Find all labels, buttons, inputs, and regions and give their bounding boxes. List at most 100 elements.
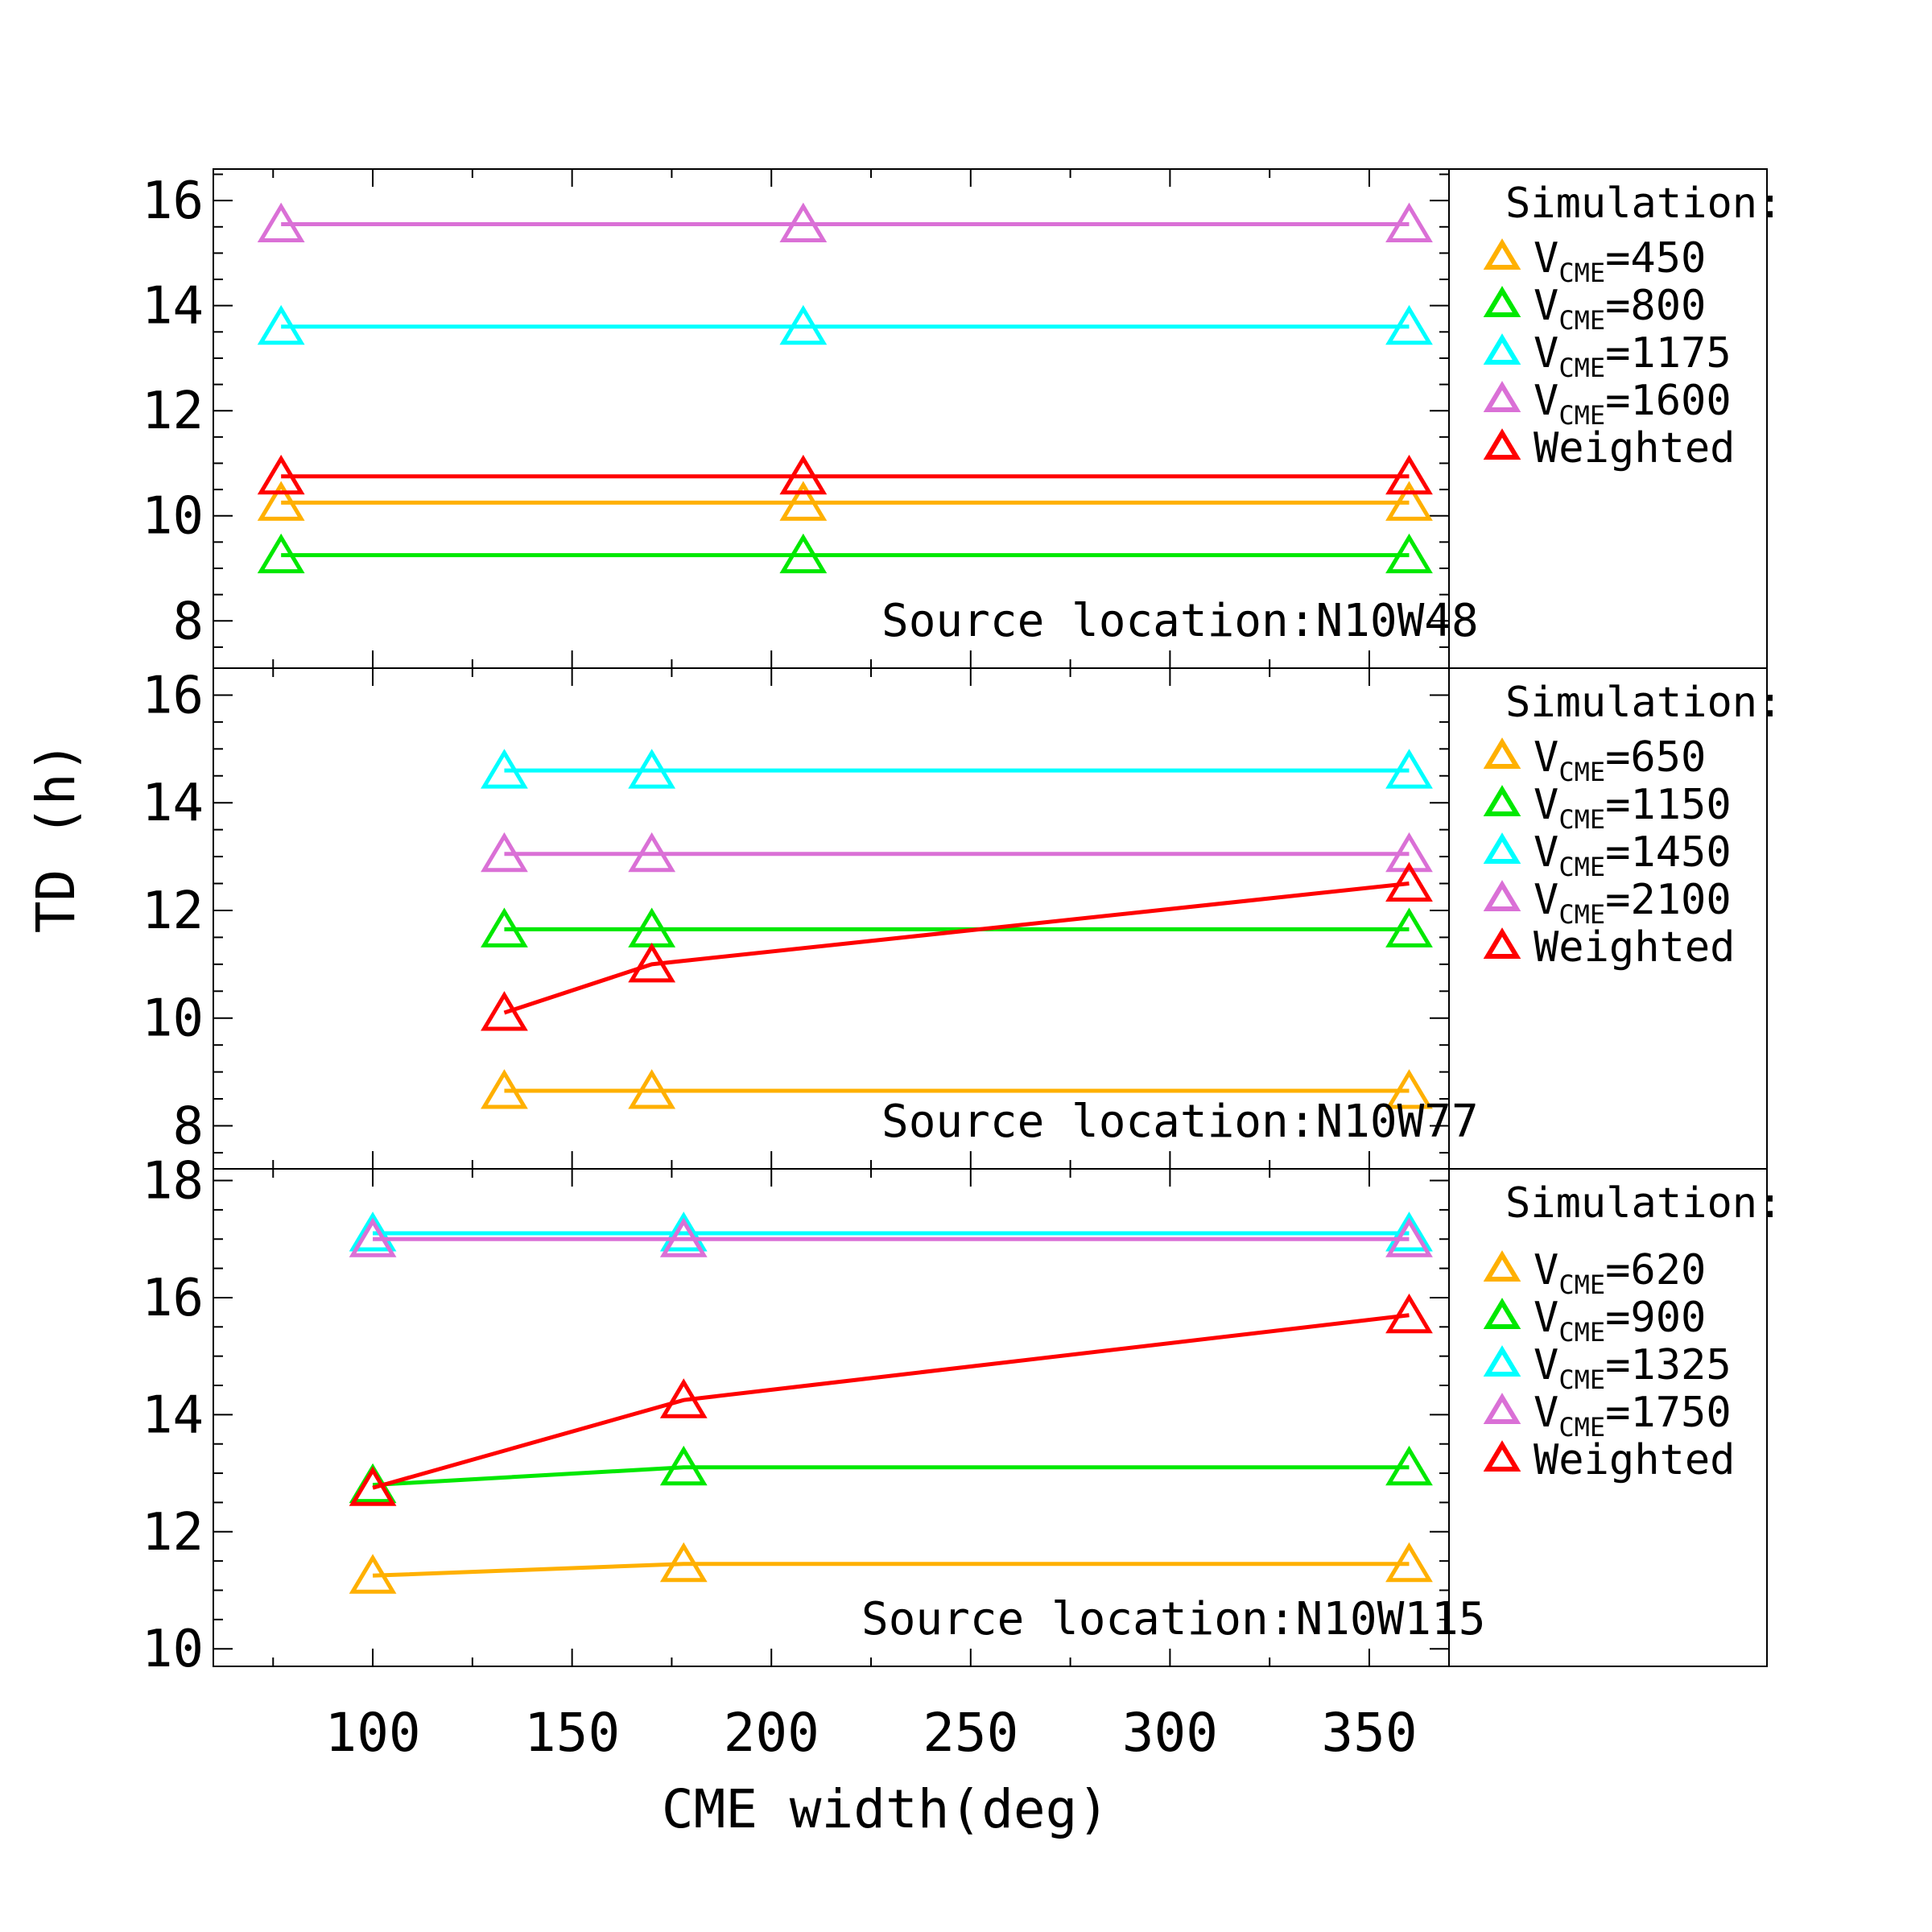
data-point-marker: [1385, 304, 1433, 345]
legend-title: Simulation:: [1505, 1179, 1782, 1228]
legend-entry: Weighted: [1534, 424, 1735, 473]
data-point-marker: [1385, 1445, 1433, 1486]
legend-entry: VCME=1750: [1534, 1389, 1732, 1443]
legend-entry: VCME=800: [1534, 282, 1706, 336]
series-line: [372, 1465, 1410, 1488]
data-point-marker: [257, 202, 305, 243]
data-point-marker: [1385, 1069, 1433, 1109]
data-point-marker: [1385, 1542, 1433, 1583]
x-axis-label: CME width(deg): [662, 1778, 1109, 1840]
plot-frame: [213, 1168, 1450, 1667]
legend-marker: [1483, 428, 1521, 460]
y-tick-label: 14: [142, 277, 204, 336]
data-point-marker: [1385, 749, 1433, 789]
source-location-annotation: Source location:N10W77: [881, 1096, 1479, 1148]
plot-frame: [213, 168, 1450, 669]
data-point-marker: [481, 907, 528, 947]
source-location-annotation: Source location:N10W115: [861, 1593, 1485, 1645]
panel-3: 10 12 14 16 18 Source location:N10W115 Simulat…: [142, 1152, 1782, 1680]
plot-frame: [213, 667, 1450, 1170]
legend-marker: [1483, 1298, 1521, 1329]
data-point-marker: [628, 1069, 676, 1109]
data-point-marker: [1385, 202, 1433, 243]
y-tick-label: 12: [142, 1503, 204, 1563]
legend-marker: [1483, 381, 1521, 412]
x-tick-labels: 100 150 200 250 300 350: [324, 1702, 1417, 1764]
legend-marker: [1483, 333, 1521, 365]
legend-marker: [1483, 238, 1521, 270]
panels: 8 10 12 14 16 Source location:N10W48 Simulatio…: [142, 168, 1782, 1680]
data-point-marker: [659, 1378, 708, 1418]
data-point-marker: [349, 1217, 397, 1257]
data-point-marker: [659, 1212, 708, 1252]
y-tick-label: 16: [142, 171, 204, 231]
data-point-marker: [257, 533, 305, 574]
y-tick-label: 18: [142, 1152, 204, 1212]
y-tick-label: 10: [142, 989, 204, 1049]
legend-entry: VCME=1600: [1534, 377, 1732, 431]
data-point-marker: [628, 832, 676, 873]
legend-marker: [1483, 1393, 1521, 1424]
y-tick-label: 8: [172, 1096, 204, 1156]
legend-entry: VCME=650: [1534, 733, 1706, 787]
data-point-marker: [481, 1069, 528, 1109]
x-tick-label: 200: [724, 1702, 819, 1764]
data-point-marker: [257, 481, 305, 521]
legend-entry: VCME=1450: [1534, 828, 1732, 882]
legend-marker: [1483, 1440, 1521, 1472]
data-point-marker: [1385, 481, 1433, 521]
series-line: [372, 1313, 1410, 1490]
legend-marker: [1483, 1250, 1521, 1282]
data-point-marker: [659, 1217, 708, 1257]
x-tick-label: 150: [524, 1702, 620, 1764]
series-line: [372, 1562, 1410, 1578]
data-point-marker: [257, 454, 305, 495]
legend-entry: Weighted: [1534, 1436, 1735, 1484]
x-tick-label: 300: [1122, 1702, 1218, 1764]
legend-title: Simulation:: [1505, 679, 1782, 727]
data-point-marker: [1385, 1212, 1433, 1252]
data-point-marker: [481, 991, 528, 1031]
legend-marker: [1483, 286, 1521, 317]
legend-marker: [1483, 880, 1521, 911]
y-tick-label: 12: [142, 881, 204, 941]
panel-1: 8 10 12 14 16 Source location:N10W48 Simulatio…: [142, 168, 1782, 669]
source-location-annotation: Source location:N10W48: [881, 595, 1479, 647]
series-line: [503, 881, 1410, 1015]
data-point-marker: [779, 202, 828, 243]
data-point-marker: [1385, 861, 1433, 902]
legend-entry: Weighted: [1534, 923, 1735, 972]
data-point-marker: [779, 454, 828, 495]
legend-marker: [1483, 927, 1521, 959]
data-point-marker: [1385, 832, 1433, 873]
y-tick-label: 16: [142, 1269, 204, 1328]
y-tick-label: 8: [172, 592, 204, 651]
y-tick-label: 12: [142, 382, 204, 441]
legend-entry: VCME=900: [1534, 1294, 1706, 1348]
data-point-marker: [481, 749, 528, 789]
legend-marker: [1483, 832, 1521, 864]
data-point-marker: [779, 533, 828, 574]
legend-entry: VCME=1325: [1534, 1341, 1732, 1395]
legend-frame: [1448, 1168, 1768, 1667]
data-point-marker: [628, 942, 676, 983]
x-tick-label: 350: [1321, 1702, 1417, 1764]
x-tick-label: 250: [923, 1702, 1018, 1764]
legend-marker: [1483, 737, 1521, 769]
data-point-marker: [349, 1554, 397, 1594]
y-tick-label: 14: [142, 1385, 204, 1445]
data-point-marker: [349, 1212, 397, 1252]
legend-entry: VCME=1175: [1534, 329, 1732, 383]
data-point-marker: [481, 832, 528, 873]
data-point-marker: [779, 304, 828, 345]
data-point-marker: [349, 1466, 397, 1506]
data-point-marker: [659, 1445, 708, 1486]
data-point-marker: [1385, 907, 1433, 947]
legend-entry: VCME=2100: [1534, 876, 1732, 930]
legend-marker: [1483, 1345, 1521, 1377]
y-tick-label: 14: [142, 774, 204, 833]
data-point-marker: [1385, 454, 1433, 495]
data-point-marker: [1385, 1293, 1433, 1334]
legend-entry: VCME=450: [1534, 234, 1706, 288]
